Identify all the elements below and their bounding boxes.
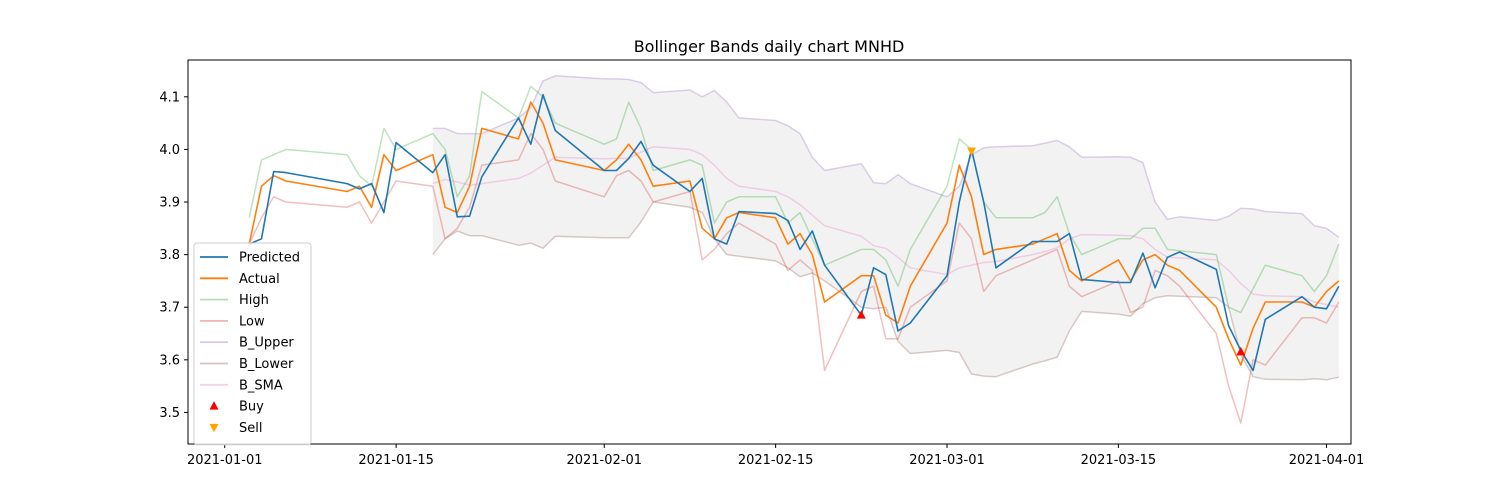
series-line-high <box>248 85 1340 314</box>
band-fill <box>432 75 1339 380</box>
y-tick-label: 4.1 <box>159 90 180 105</box>
series-line-b-lower <box>432 201 1339 381</box>
chart-title: Bollinger Bands daily chart MNHD <box>634 37 905 56</box>
legend-label-actual: Actual <box>239 272 280 287</box>
legend-swatch-sell <box>209 423 219 433</box>
legend-label-b-lower: B_Lower <box>239 357 294 372</box>
series-lines <box>248 75 1340 424</box>
x-tick-label: 2021-02-01 <box>566 453 642 468</box>
bollinger-band-area <box>432 75 1339 380</box>
series-line-b-upper <box>432 75 1340 238</box>
series-line-low <box>248 132 1340 424</box>
y-tick-label: 3.6 <box>159 353 180 368</box>
x-tick-label: 2021-03-15 <box>1081 453 1157 468</box>
x-tick-label: 2021-03-01 <box>909 453 985 468</box>
sell-marker <box>967 147 976 156</box>
x-tick-label: 2021-02-15 <box>738 453 814 468</box>
legend-box <box>193 242 312 446</box>
legend-label-b-sma: B_SMA <box>239 378 283 393</box>
series-line-actual <box>248 101 1340 366</box>
y-tick-label: 3.8 <box>159 248 180 263</box>
series-line-predicted <box>248 93 1340 372</box>
legend-label-buy: Buy <box>239 400 264 415</box>
x-tick-label: 2021-01-15 <box>358 453 434 468</box>
axes: 2021-01-01 2021-01-15 2021-02-01 2021-02-15… <box>159 90 1364 468</box>
legend-label-high: High <box>239 293 269 308</box>
y-tick-label: 4.0 <box>159 143 180 158</box>
y-tick-label: 3.5 <box>159 406 180 421</box>
legend-label-b-upper: B_Upper <box>239 336 294 351</box>
legend: Predicted Actual High Low B_Upper B_Lower B_SM… <box>193 242 312 446</box>
x-tick-label: 2021-01-01 <box>187 453 263 468</box>
legend-label-sell: Sell <box>239 421 262 436</box>
x-tick-label: 2021-04-01 <box>1289 453 1365 468</box>
signal-markers <box>856 147 1246 356</box>
legend-swatch-buy <box>209 401 219 410</box>
buy-marker <box>856 310 866 319</box>
buy-marker <box>1236 346 1246 356</box>
plot-frame <box>187 59 1352 445</box>
legend-label-predicted: Predicted <box>239 251 300 266</box>
legend-label-low: Low <box>239 314 265 329</box>
y-tick-label: 3.9 <box>159 196 180 211</box>
y-tick-label: 3.7 <box>159 301 180 316</box>
series-line-b-sma <box>432 146 1339 308</box>
